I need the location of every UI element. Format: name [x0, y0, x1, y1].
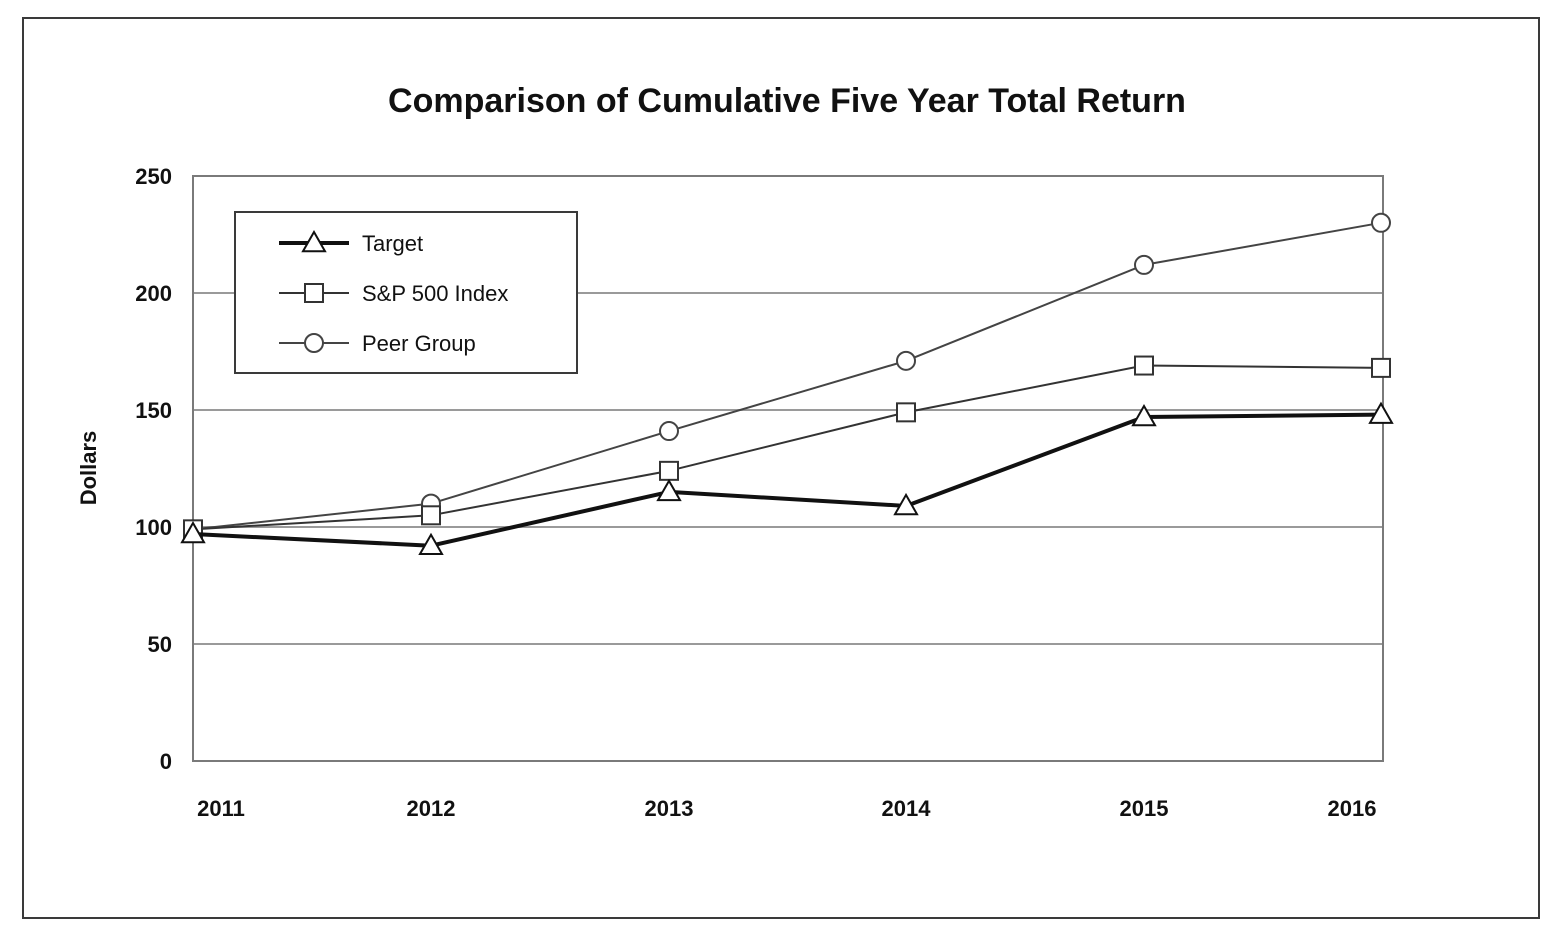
legend-item-s-p-500-index: S&P 500 Index	[279, 281, 508, 306]
y-tick-label: 200	[135, 281, 172, 306]
x-tick-label: 2012	[407, 796, 456, 821]
series-line-s-p-500-index	[192, 364, 1382, 531]
data-point-peer-group	[896, 350, 916, 371]
x-axis-ticks: 2011 2012 2013 2014 2015 2016	[197, 796, 1376, 821]
series-lines	[180, 212, 1394, 555]
y-tick-label: 150	[135, 398, 172, 423]
legend-marker	[304, 333, 324, 353]
legend-marker	[304, 283, 324, 303]
x-tick-label: 2013	[645, 796, 694, 821]
data-point-peer-group	[1371, 212, 1391, 233]
series-line-peer-group	[192, 221, 1382, 531]
data-point-s-p-500-index	[1134, 355, 1154, 376]
legend-label: S&P 500 Index	[362, 281, 508, 306]
data-point-target	[893, 492, 919, 516]
data-point-target	[1131, 404, 1157, 427]
legend-item-target: Target	[279, 229, 423, 256]
grid-lines	[193, 292, 1383, 645]
x-tick-label: 2011	[197, 796, 245, 821]
y-tick-label: 50	[148, 632, 172, 657]
y-axis-ticks: 0 50 100 150 200 250	[135, 164, 172, 774]
legend-item-peer-group: Peer Group	[279, 331, 476, 356]
legend-items: Target S&P 500 Index Peer Group	[279, 229, 508, 356]
data-point-s-p-500-index	[896, 402, 916, 423]
data-point-target	[1368, 401, 1394, 424]
y-axis-label: Dollars	[76, 431, 101, 506]
data-point-peer-group	[1134, 254, 1154, 275]
data-point-s-p-500-index	[659, 460, 679, 481]
data-point-target	[418, 532, 444, 555]
data-point-target	[180, 521, 206, 544]
series-line-target	[192, 412, 1382, 548]
x-tick-label: 2016	[1328, 796, 1377, 821]
y-tick-label: 0	[160, 749, 172, 774]
data-point-target	[656, 478, 682, 502]
chart-frame	[22, 17, 1540, 919]
chart-title: Comparison of Cumulative Five Year Total…	[388, 82, 1186, 120]
data-point-peer-group	[659, 421, 679, 442]
plot-area	[192, 175, 1384, 762]
data-point-s-p-500-index	[421, 505, 441, 526]
y-tick-label: 250	[135, 164, 172, 189]
legend-label: Target	[362, 231, 423, 256]
x-tick-label: 2015	[1120, 796, 1169, 821]
legend-label: Peer Group	[362, 331, 476, 356]
legend: Target S&P 500 Index Peer Group	[234, 211, 578, 374]
series-s-p-500-index	[183, 355, 1391, 540]
x-tick-label: 2014	[882, 796, 932, 821]
y-tick-label: 100	[135, 515, 172, 540]
data-point-s-p-500-index	[1371, 357, 1391, 378]
series-target	[180, 401, 1394, 555]
legend-marker	[301, 229, 327, 253]
